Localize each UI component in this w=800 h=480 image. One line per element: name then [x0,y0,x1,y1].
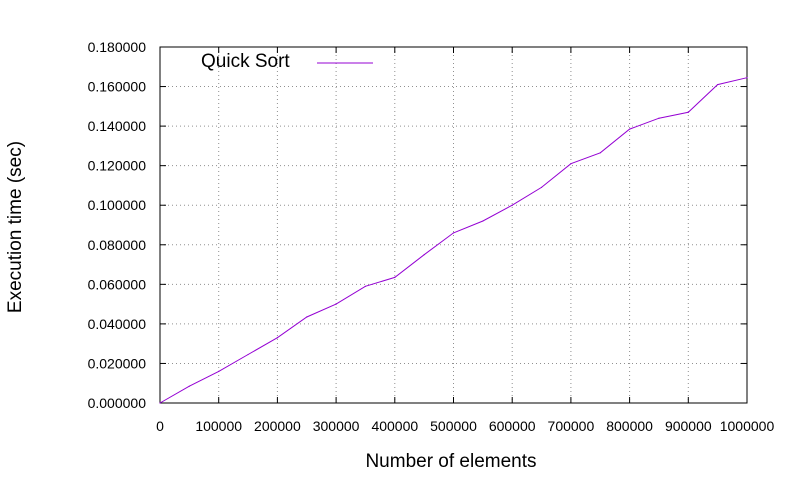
y-tick-label: 0.100000 [88,197,147,213]
x-tick-label: 500000 [430,418,477,434]
data-point [335,303,337,305]
y-tick-label: 0.080000 [88,237,147,253]
x-tick-label: 700000 [548,418,595,434]
x-tick-label: 1000000 [720,418,775,434]
x-tick-label: 600000 [489,418,536,434]
x-tick-label: 800000 [606,418,653,434]
data-point [687,111,689,113]
data-point [364,285,367,287]
y-tick-label: 0.140000 [88,118,147,134]
x-tick-label: 900000 [665,418,712,434]
data-point [247,353,249,356]
y-axis-tick-labels: 0.000000 0.020000 0.040000 0.060000 0.080000… [88,39,147,411]
grid-lines [160,47,747,403]
y-tick-label: 0.040000 [88,316,147,332]
data-point [159,402,161,404]
data-point [570,163,572,165]
data-point [658,117,660,119]
y-axis-title: Execution time (sec) [5,141,26,313]
x-axis-title: Number of elements [365,451,536,472]
y-tick-label: 0.000000 [88,395,147,411]
data-point [482,220,484,222]
data-point [188,385,190,387]
x-axis-tick-labels: 0 100000 200000 300000 400000 500000 600000 700… [156,418,774,434]
x-tick-label: 400000 [371,418,418,434]
x-tick-label: 0 [156,418,164,434]
y-tick-label: 0.160000 [88,79,147,95]
x-tick-label: 200000 [254,418,301,434]
data-point [746,77,748,79]
x-tick-label: 100000 [195,418,242,434]
x-tick-label: 300000 [313,418,360,434]
data-point [629,128,631,130]
y-tick-label: 0.020000 [88,355,147,371]
data-point [306,316,308,318]
plot-area-border [159,46,748,404]
data-point [423,254,425,256]
y-tick-label: 0.180000 [88,39,147,55]
data-point [394,276,396,279]
data-point [218,370,220,372]
data-point [511,204,513,206]
y-tick-label: 0.060000 [88,276,147,292]
data-point [452,232,455,234]
legend: Quick Sort [201,51,373,72]
series-layer [159,77,748,404]
legend-label-quick-sort: Quick Sort [201,51,290,72]
axis-ticks [159,46,748,404]
data-point [540,186,543,189]
y-tick-label: 0.120000 [88,158,147,174]
data-point [276,337,278,339]
data-point [717,83,719,86]
data-point [599,152,601,154]
